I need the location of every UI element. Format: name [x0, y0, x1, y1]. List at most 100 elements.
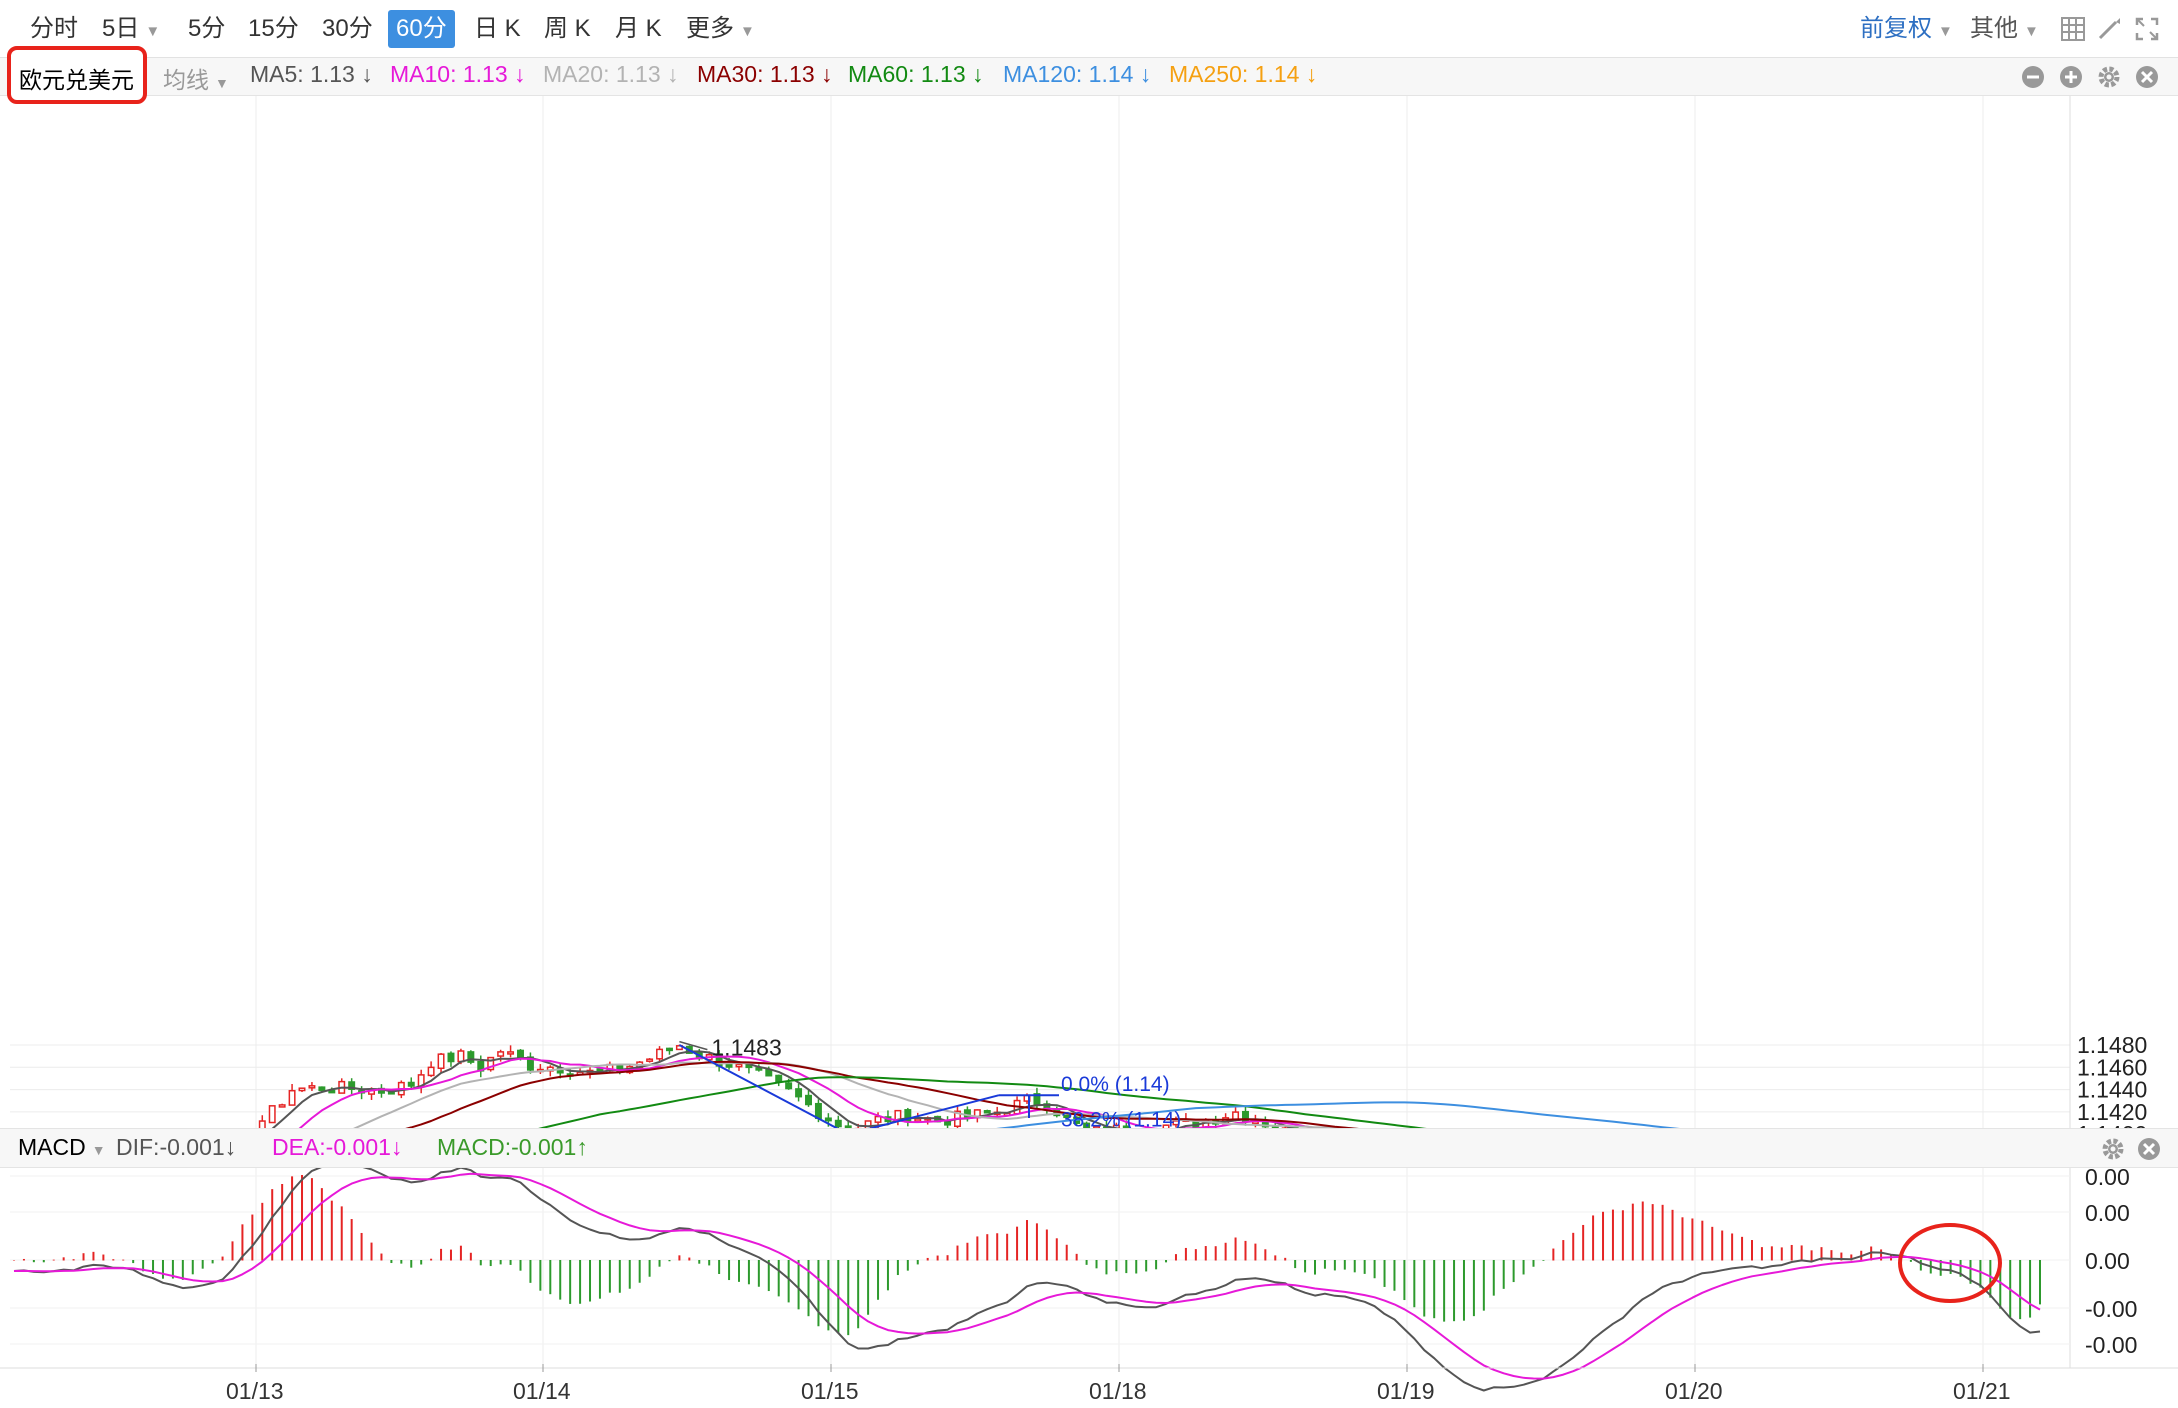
candle-body — [656, 1048, 664, 1060]
ma-legend-item[interactable]: MA10: 1.13 ↓ — [390, 61, 526, 87]
macd-y-tick-label: -0.00 — [2085, 1296, 2137, 1322]
candle-body — [407, 1081, 415, 1087]
candle-body — [844, 1125, 852, 1128]
close-icon[interactable] — [2136, 1136, 2162, 1162]
candle-body — [745, 1064, 753, 1069]
macd-y-tick-label: 0.00 — [2085, 1168, 2130, 1190]
x-tick-label: 01/19 — [1377, 1378, 1435, 1404]
candle-body — [1083, 1122, 1091, 1128]
high-arrow — [679, 1040, 708, 1051]
macd-dif-value: DIF:-0.001↓ — [116, 1134, 237, 1160]
tab-label: 更多 — [686, 15, 734, 42]
macd-y-tick-label: 0.00 — [2085, 1248, 2130, 1274]
chevron-down-icon: ▼ — [215, 75, 229, 91]
tab-6[interactable]: 日 K — [466, 10, 529, 48]
tab-label: 15分 — [248, 15, 299, 42]
chevron-down-icon: ▼ — [1938, 23, 1953, 40]
tab-0[interactable]: 分时 — [22, 10, 86, 48]
macd-chart[interactable]: 0.00 0.00 0.00 -0.00 -0.00 01/13 01/14 01/15 01/… — [0, 1168, 2178, 1408]
grid-icon[interactable] — [2060, 16, 2086, 42]
ma-legend-item[interactable]: MA30: 1.13 ↓ — [697, 61, 833, 87]
candle-body — [497, 1051, 505, 1057]
tab-8[interactable]: 月 K — [607, 10, 670, 48]
candle-body — [517, 1049, 524, 1059]
macd-indicator-selector[interactable]: MACD ▼ — [18, 1134, 106, 1161]
candle-body — [348, 1081, 356, 1090]
candle-body — [328, 1089, 336, 1094]
tab-label: 5分 — [188, 15, 226, 42]
other-dropdown[interactable]: 其他 ▼ — [1970, 10, 2039, 48]
ma-legend-item[interactable]: MA120: 1.14 ↓ — [1003, 61, 1152, 87]
ma-legend-item[interactable]: MA60: 1.13 ↓ — [848, 61, 984, 87]
dif-line — [13, 1168, 2041, 1392]
candle-body — [1162, 1124, 1170, 1128]
tab-7[interactable]: 周 K — [536, 10, 599, 48]
tab-9[interactable]: 更多 ▼ — [678, 10, 763, 48]
y-tick-label: 1.1440 — [2077, 1077, 2147, 1103]
candle-body — [874, 1115, 882, 1123]
ma-legend-item[interactable]: MA5: 1.13 ↓ — [250, 61, 373, 87]
chevron-down-icon: ▼ — [145, 23, 161, 40]
gear-icon[interactable] — [2096, 64, 2122, 90]
x-tick-label: 01/21 — [1953, 1378, 2011, 1404]
candle-body — [814, 1102, 822, 1120]
x-tick-label: 01/13 — [226, 1378, 284, 1404]
candle-body — [467, 1051, 475, 1063]
x-tick-label: 01/14 — [513, 1378, 571, 1404]
ma-selector-label: 均线 — [163, 67, 209, 93]
chevron-down-icon: ▼ — [91, 1142, 106, 1158]
candle-body — [765, 1069, 773, 1077]
gear-icon[interactable] — [2100, 1136, 2126, 1162]
ma-legend-item[interactable]: MA250: 1.14 ↓ — [1169, 61, 1318, 87]
chevron-down-icon: ▼ — [740, 23, 755, 40]
candle-body — [983, 1110, 991, 1114]
macd-dea-value: DEA:-0.001↓ — [272, 1134, 403, 1160]
candlestick-chart[interactable]: 1.14801.14601.14401.14201.14001.13801.13… — [0, 96, 2178, 1128]
y-tick-label: 1.1480 — [2077, 1032, 2147, 1058]
x-tick-label: 01/20 — [1665, 1378, 1723, 1404]
symbol-name[interactable]: 欧元兑美元 — [19, 67, 134, 93]
ma-line — [538, 1076, 1427, 1128]
tab-label: 分时 — [30, 15, 78, 42]
tab-2[interactable]: 5分 — [180, 10, 233, 48]
candle-body — [725, 1063, 733, 1068]
candle-body — [834, 1119, 842, 1128]
ma-selector[interactable]: 均线 ▼ — [163, 61, 229, 95]
candle-body — [944, 1121, 952, 1126]
candle-body — [447, 1052, 455, 1063]
candle-body — [487, 1056, 495, 1071]
tab-5[interactable]: 60分 — [388, 10, 455, 48]
tab-4[interactable]: 30分 — [314, 10, 381, 48]
macd-hist-value: MACD:-0.001↑ — [437, 1134, 588, 1160]
close-icon[interactable] — [2134, 64, 2160, 90]
highlight-circle — [1898, 1223, 2002, 1303]
tab-label: 60分 — [396, 15, 447, 42]
x-tick-label: 01/18 — [1089, 1378, 1147, 1404]
add-icon[interactable] — [2058, 64, 2084, 90]
candle-body — [268, 1105, 276, 1124]
y-tick-label: 1.1460 — [2077, 1054, 2147, 1080]
candle-body — [665, 1047, 673, 1052]
candle-body — [437, 1053, 445, 1070]
tab-3[interactable]: 15分 — [240, 10, 307, 48]
tab-1[interactable]: 5日 ▼ — [94, 10, 168, 48]
macd-y-tick-label: 0.00 — [2085, 1200, 2130, 1226]
adjust-dropdown[interactable]: 前复权 ▼ — [1860, 10, 1953, 48]
dea-line — [13, 1172, 2041, 1380]
symbol-highlight — [7, 46, 147, 104]
fib-trend-line — [678, 1044, 1000, 1128]
candle-body — [596, 1068, 604, 1072]
draw-icon[interactable] — [2096, 16, 2122, 42]
ma-legend-item[interactable]: MA20: 1.13 ↓ — [543, 61, 679, 87]
x-tick-label: 01/15 — [801, 1378, 859, 1404]
ma-line — [353, 1061, 1360, 1128]
fib-level-label: 38.2% (1.14) — [1061, 1108, 1181, 1128]
other-label: 其他 — [1970, 15, 2018, 42]
candle-body — [775, 1074, 783, 1083]
tab-label: 日 K — [474, 15, 521, 42]
tab-label: 月 K — [615, 15, 662, 42]
candle-body — [785, 1082, 793, 1090]
collapse-icon[interactable] — [2020, 64, 2046, 90]
fullscreen-icon[interactable] — [2134, 16, 2160, 42]
ma-legend-bar — [0, 58, 2178, 96]
